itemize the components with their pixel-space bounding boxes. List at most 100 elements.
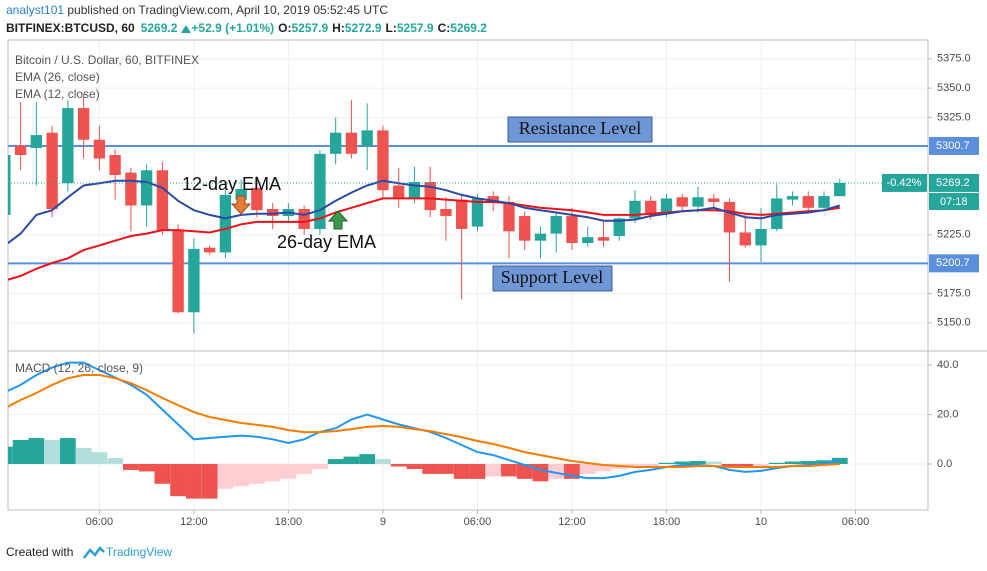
histogram-bar bbox=[690, 461, 706, 465]
candle-body bbox=[8, 155, 11, 215]
candle-body bbox=[834, 182, 846, 197]
histogram-bar bbox=[438, 464, 454, 474]
candle-body bbox=[676, 197, 688, 207]
candle-body bbox=[456, 199, 468, 229]
histogram-bar bbox=[59, 438, 76, 465]
o-value: 5257.9 bbox=[291, 21, 328, 35]
x-tick-label: 10 bbox=[755, 516, 767, 528]
ema12-label: 12-day EMA bbox=[182, 174, 281, 194]
candle-body bbox=[251, 187, 263, 211]
candle-body bbox=[755, 228, 767, 246]
histogram-bar bbox=[375, 459, 391, 465]
histogram-bar bbox=[75, 447, 92, 465]
up-arrow bbox=[181, 25, 191, 33]
histogram-bar bbox=[296, 464, 313, 474]
histogram-bar bbox=[658, 462, 675, 465]
candle-body bbox=[708, 198, 720, 202]
candle-body bbox=[424, 182, 436, 211]
candle-body bbox=[723, 201, 736, 233]
change-tag-label: -0.42% bbox=[887, 177, 922, 189]
overlay: 06:00 12:00 18:00 9 06:00 12:00 18:00 10 06:00 51… bbox=[86, 53, 979, 528]
last-price-tag bbox=[929, 173, 979, 192]
candle-body bbox=[172, 230, 184, 313]
candle-body bbox=[582, 237, 594, 244]
candle-body bbox=[330, 132, 342, 154]
ema26-label: 26-day EMA bbox=[277, 232, 376, 252]
author: analyst101 bbox=[6, 3, 64, 17]
histogram-bar bbox=[453, 464, 470, 479]
histogram-bar bbox=[138, 464, 155, 472]
histogram-bar bbox=[91, 452, 108, 465]
histogram-bar bbox=[107, 458, 123, 465]
candle-body bbox=[156, 170, 169, 231]
y-tick-label: 40.0 bbox=[937, 359, 958, 371]
histogram-bar bbox=[44, 440, 60, 465]
l-label: L: bbox=[386, 21, 397, 35]
histogram-bar bbox=[170, 464, 187, 497]
y-tick-label: 5350.0 bbox=[937, 82, 971, 94]
histogram-bar bbox=[422, 464, 439, 474]
last: 5269.2 bbox=[141, 21, 178, 35]
last-price-label: 5269.2 bbox=[936, 177, 970, 189]
candle-body bbox=[266, 208, 279, 217]
symbol: BITFINEX:BTCUSD, 60 bbox=[6, 21, 135, 35]
y-tick-label: 5225.0 bbox=[937, 229, 971, 241]
macd-line bbox=[8, 374, 840, 468]
symbol-line: BITFINEX:BTCUSD, 60 5269.2 +52.9 (+1.01%) O… bbox=[6, 21, 487, 35]
legend-ema12: EMA (12, close) bbox=[15, 87, 100, 101]
candle-body bbox=[235, 189, 247, 200]
up-arrow-annotation bbox=[327, 210, 349, 230]
candle-body bbox=[314, 153, 326, 229]
histogram-bar bbox=[469, 464, 486, 479]
histogram-bar bbox=[532, 464, 549, 482]
candle-body bbox=[440, 208, 452, 217]
histogram-bar bbox=[233, 464, 250, 487]
x-tick-label: 18:00 bbox=[653, 516, 681, 528]
published: published on TradingView.com, April 10, … bbox=[64, 3, 388, 17]
candle-body bbox=[739, 232, 751, 246]
histogram-bar bbox=[390, 464, 407, 467]
candle-body bbox=[597, 237, 610, 241]
histogram-bar bbox=[501, 464, 517, 477]
header-line: analyst101 published on TradingView.com,… bbox=[6, 3, 388, 17]
resistance-label: Resistance Level bbox=[519, 118, 641, 138]
l-value: 5257.9 bbox=[397, 21, 434, 35]
candle-body bbox=[660, 198, 673, 214]
histogram-bar bbox=[154, 464, 171, 484]
histogram-bar bbox=[343, 456, 360, 465]
x-tick-label: 06:00 bbox=[86, 516, 114, 528]
resistance-box bbox=[507, 116, 653, 143]
h-label: H: bbox=[332, 21, 345, 35]
candle-body bbox=[345, 132, 358, 154]
candle-body bbox=[377, 130, 389, 191]
histogram-bar bbox=[8, 446, 13, 465]
support-label: Support Level bbox=[501, 267, 603, 287]
candle-body bbox=[298, 208, 310, 229]
histogram-bar bbox=[674, 461, 691, 465]
candle-body bbox=[503, 201, 515, 232]
histogram-bar bbox=[201, 464, 218, 499]
histogram-bar bbox=[642, 464, 659, 466]
down-arrow-annotation bbox=[230, 195, 252, 215]
candle-body bbox=[487, 196, 499, 202]
candle-body bbox=[613, 218, 625, 236]
x-tick-label: 9 bbox=[380, 516, 386, 528]
histogram-bar bbox=[768, 462, 785, 465]
footer-brand: TradingView bbox=[106, 545, 172, 559]
histogram-bar bbox=[705, 461, 722, 465]
candle-body bbox=[109, 155, 121, 175]
histogram-bar bbox=[28, 438, 45, 465]
x-tick-label: 06:00 bbox=[842, 516, 870, 528]
candle-body bbox=[692, 197, 704, 207]
candle-body bbox=[93, 139, 106, 159]
candle-body bbox=[125, 172, 137, 206]
candle-body bbox=[818, 196, 830, 208]
change-tag bbox=[882, 173, 927, 192]
candle-body bbox=[203, 247, 216, 253]
o-label: O: bbox=[278, 21, 291, 35]
c-value: 5269.2 bbox=[450, 21, 487, 35]
macd-pane bbox=[8, 361, 848, 499]
histogram-bar bbox=[359, 454, 376, 465]
